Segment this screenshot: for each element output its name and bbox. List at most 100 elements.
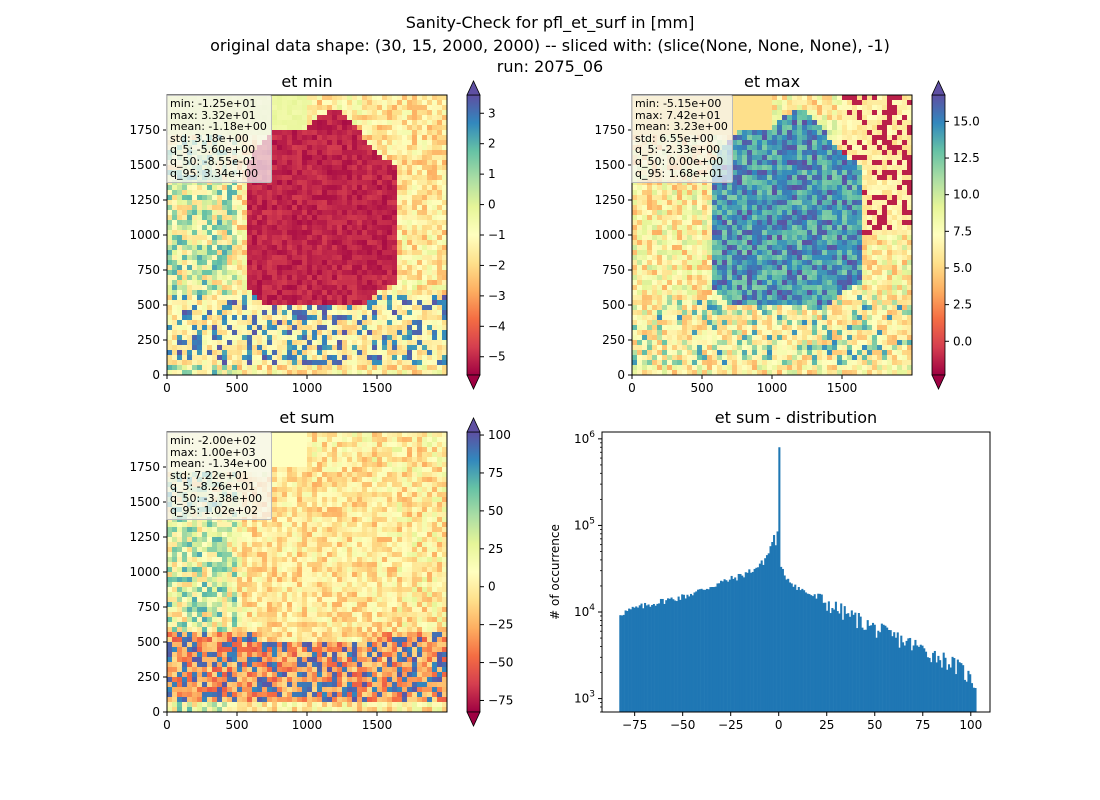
histogram-bar	[665, 600, 668, 712]
y-tick-label: 250	[137, 670, 160, 684]
histogram-bar	[642, 608, 645, 712]
histogram-bar	[644, 602, 647, 712]
stats-line: q_50: 0.00e+00	[635, 154, 724, 168]
x-tick-label: 1500	[362, 381, 393, 395]
x-tick-label: 75	[915, 718, 930, 732]
histogram-bar	[739, 574, 742, 712]
histogram-bar	[769, 546, 772, 712]
histogram-bar	[645, 605, 648, 712]
colorbar-tick-label: 0.0	[953, 334, 972, 348]
histogram-bar	[622, 614, 625, 712]
x-tick-label: 500	[226, 718, 249, 732]
histogram-bar	[656, 603, 659, 712]
histogram-bar	[785, 579, 788, 712]
y-tick-label: 250	[137, 333, 160, 347]
histogram-bar	[925, 651, 928, 712]
y-tick-label: 750	[137, 263, 160, 277]
stats-line: max: 7.42e+01	[635, 108, 721, 122]
y-tick-label: 0	[617, 368, 625, 382]
histogram-bar	[967, 670, 970, 712]
colorbar-tick-label: −50	[488, 656, 513, 670]
histogram-bar	[705, 588, 708, 712]
histogram-bar	[935, 662, 938, 712]
colorbar-tick-label: 3	[488, 106, 496, 120]
histogram-bar	[811, 596, 814, 712]
histogram-bar	[917, 646, 920, 712]
x-tick-label: 0	[163, 381, 171, 395]
histogram-bar	[818, 593, 822, 712]
stats-line: q_95: 1.68e+01	[635, 166, 724, 180]
histogram-bar	[702, 589, 705, 712]
y-tick-label: 1500	[129, 495, 160, 509]
histogram-bar	[956, 659, 959, 712]
stats-line: std: 6.55e+00	[635, 131, 714, 145]
histogram-bar	[884, 625, 887, 712]
histogram-bar	[649, 606, 652, 712]
histogram-bar	[972, 687, 975, 712]
stats-line: q_50: -3.38e+00	[170, 491, 263, 505]
x-tick-label: 100	[959, 718, 982, 732]
histogram-bar	[955, 674, 958, 712]
histogram-bar	[912, 645, 915, 712]
histogram-bar	[735, 580, 738, 712]
y-tick-label: 0	[152, 368, 160, 382]
histogram-bar	[932, 652, 935, 712]
histogram-bar	[937, 655, 940, 712]
panel-title: et min	[281, 72, 332, 91]
histogram-bar	[940, 667, 943, 712]
y-tick-label: 106	[574, 430, 595, 446]
y-tick-label: 750	[602, 263, 625, 277]
colorbar-tick-label: 25	[488, 542, 503, 556]
stats-line: std: 3.18e+00	[170, 131, 249, 145]
histogram-bar	[730, 575, 733, 712]
histogram-bar	[896, 632, 899, 712]
y-tick-label: 500	[137, 635, 160, 649]
histogram-bar	[969, 674, 972, 712]
histogram-bar	[794, 584, 797, 712]
histogram-bar	[914, 639, 917, 712]
histogram-bar	[725, 580, 728, 712]
histogram-bar	[698, 589, 701, 712]
histogram-bar	[856, 628, 859, 712]
histogram-bar	[836, 611, 839, 712]
histogram-bar	[951, 656, 954, 712]
stats-line: mean: -1.34e+00	[170, 457, 267, 471]
histogram-bar	[887, 629, 890, 712]
stats-box: min: -1.25e+01 max: 3.32e+01 mean: -1.18e+…	[166, 95, 272, 184]
histogram-bar	[880, 623, 883, 712]
histogram-bar	[732, 578, 735, 712]
colorbar-extend-min	[931, 374, 946, 390]
axes-frame	[601, 431, 991, 713]
stats-line: q_5: -5.60e+00	[170, 143, 256, 157]
histogram-bar	[843, 606, 846, 712]
colorbar-extend-max	[931, 80, 946, 96]
histogram-bar	[635, 606, 638, 712]
y-axis-label: # of occurrence	[548, 524, 562, 620]
x-tick-label: 50	[867, 718, 882, 732]
histogram-bar	[689, 593, 693, 712]
histogram-bar	[894, 637, 898, 712]
histogram-bar	[796, 589, 799, 712]
stats-line: mean: 3.23e+00	[635, 120, 728, 134]
histogram-bar	[762, 564, 765, 712]
histogram-bar	[962, 665, 965, 712]
colorbar-tick-label: 2.5	[953, 298, 972, 312]
histogram-bar	[741, 575, 744, 712]
histogram-bar	[711, 587, 714, 712]
stats-box: min: -2.00e+02 max: 1.00e+03 mean: -1.34e+…	[166, 432, 272, 521]
y-tick-label: 750	[137, 600, 160, 614]
histogram-bar	[947, 664, 951, 712]
histogram-bar	[831, 608, 834, 712]
histogram-bar	[626, 610, 629, 712]
histogram-bar	[803, 590, 806, 712]
histogram-bar	[679, 599, 682, 712]
histogram-bar	[755, 567, 758, 712]
histogram-bar	[866, 620, 869, 712]
colorbar-tick-label: 100	[488, 428, 511, 442]
colorbar-tick-label: −75	[488, 693, 513, 707]
histogram-bar	[963, 679, 966, 712]
histogram-bar	[684, 598, 687, 712]
histogram-bar	[624, 610, 627, 712]
histogram-bar	[933, 650, 936, 712]
histogram-bar	[810, 595, 813, 712]
